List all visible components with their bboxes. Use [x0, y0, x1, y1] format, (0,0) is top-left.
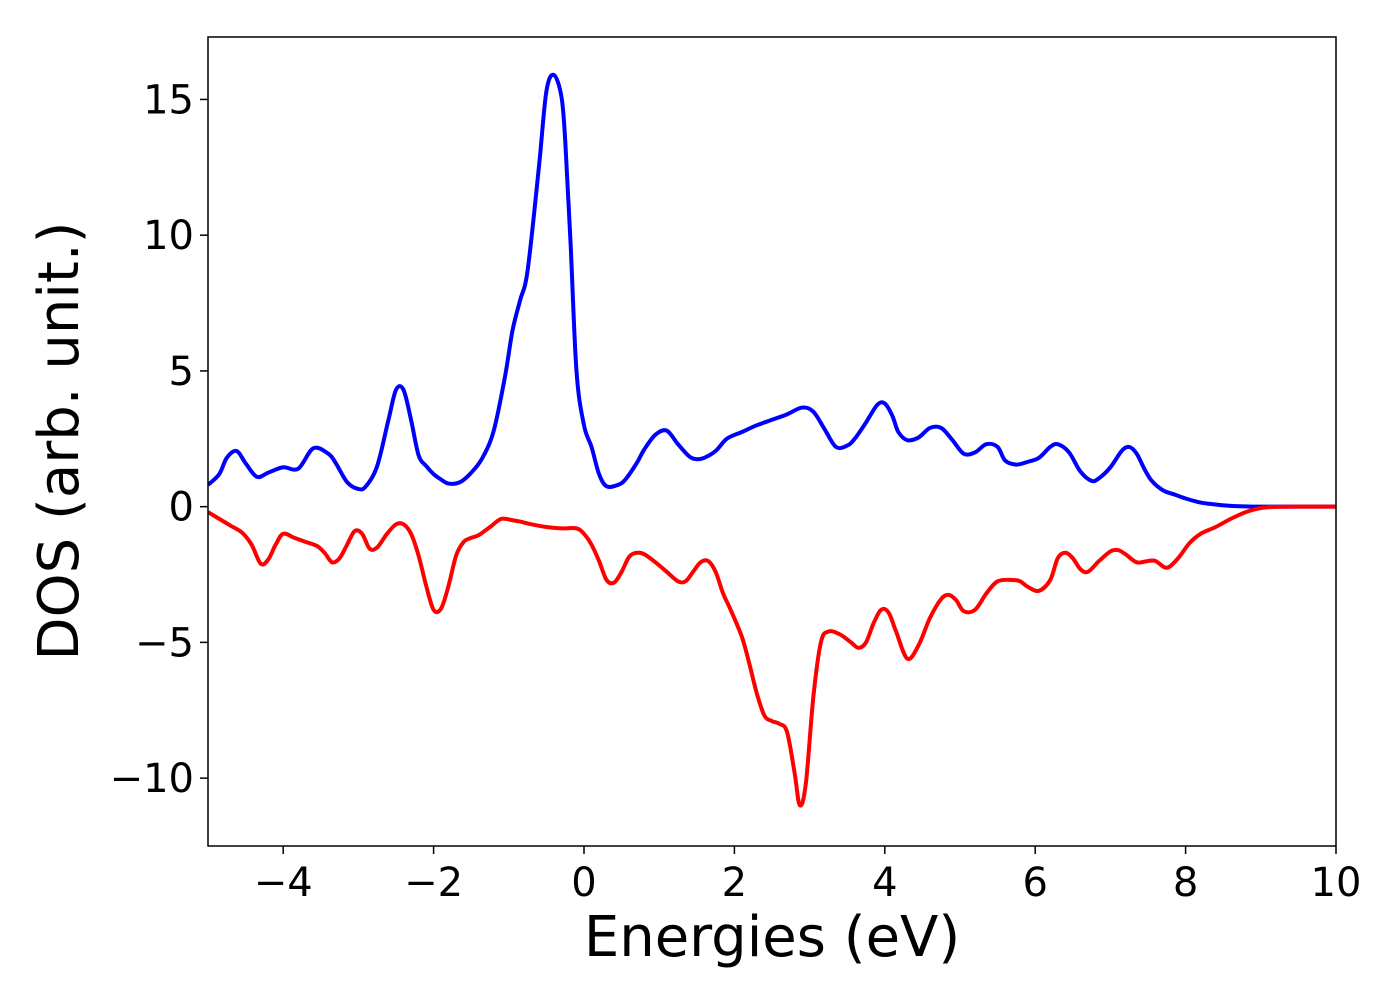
series-line-red [208, 504, 1336, 808]
y-tick-label: 15 [143, 77, 194, 123]
y-tick-label: 5 [169, 349, 194, 395]
x-tick-label: 0 [571, 860, 596, 906]
plot-area [208, 37, 1336, 846]
y-tick-label: 0 [169, 485, 194, 531]
y-axis: −10 −5 0 5 10 15 [110, 77, 208, 802]
x-tick-label: 4 [872, 860, 897, 906]
x-tick-label: 10 [1311, 860, 1362, 906]
x-tick-label: 6 [1022, 860, 1047, 906]
plot-frame [207, 36, 1337, 847]
x-tick-label: −2 [404, 860, 463, 906]
y-axis-label: DOS (arb. unit.) [27, 221, 92, 660]
series-line-blue [208, 72, 1336, 509]
y-tick-label: −5 [135, 620, 194, 666]
x-tick-label: −4 [254, 860, 313, 906]
x-tick-label: 2 [722, 860, 747, 906]
y-tick-label: 10 [143, 213, 194, 259]
x-axis-label: Energies (eV) [584, 905, 960, 970]
x-tick-label: 8 [1173, 860, 1198, 906]
series-group [208, 72, 1336, 808]
x-axis: −4 −2 0 2 4 6 8 10 [254, 846, 1362, 906]
y-tick-label: −10 [110, 756, 194, 802]
